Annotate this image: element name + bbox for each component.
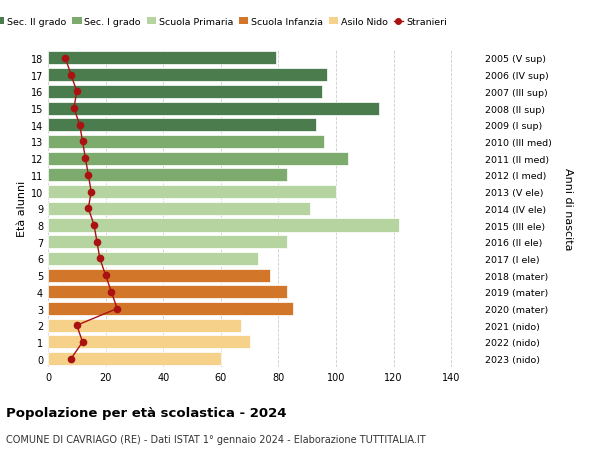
Y-axis label: Anni di nascita: Anni di nascita: [563, 168, 573, 250]
Bar: [48, 69, 328, 82]
Bar: [48, 202, 310, 215]
Bar: [48, 336, 250, 349]
Bar: [48, 252, 258, 265]
Bar: [48, 235, 287, 249]
Bar: [48, 152, 347, 165]
Bar: [48, 136, 325, 149]
Bar: [48, 285, 287, 299]
Bar: [48, 319, 241, 332]
Text: COMUNE DI CAVRIAGO (RE) - Dati ISTAT 1° gennaio 2024 - Elaborazione TUTTITALIA.I: COMUNE DI CAVRIAGO (RE) - Dati ISTAT 1° …: [6, 434, 425, 444]
Bar: [48, 169, 287, 182]
Bar: [48, 52, 275, 65]
Bar: [48, 186, 336, 199]
Bar: [48, 86, 322, 99]
Text: Popolazione per età scolastica - 2024: Popolazione per età scolastica - 2024: [6, 406, 287, 419]
Y-axis label: Età alunni: Età alunni: [17, 181, 26, 237]
Bar: [48, 302, 293, 315]
Bar: [48, 102, 379, 115]
Bar: [48, 119, 316, 132]
Bar: [48, 353, 221, 365]
Bar: [48, 219, 400, 232]
Bar: [48, 269, 270, 282]
Legend: Sec. II grado, Sec. I grado, Scuola Primaria, Scuola Infanzia, Asilo Nido, Stran: Sec. II grado, Sec. I grado, Scuola Prim…: [0, 14, 451, 31]
